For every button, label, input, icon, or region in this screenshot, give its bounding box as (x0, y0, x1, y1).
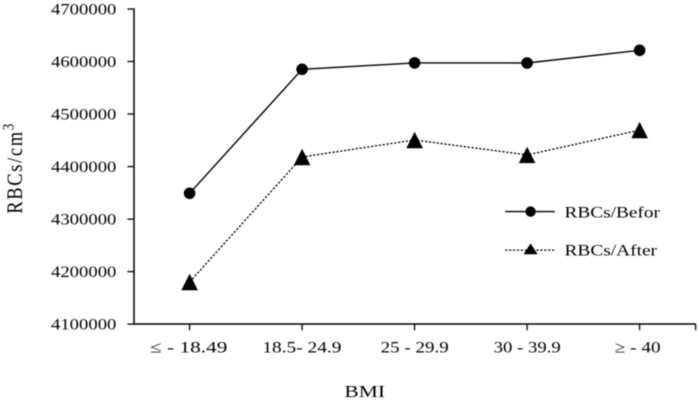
svg-text:4200000: 4200000 (51, 264, 117, 281)
svg-text:RBCs/Befor: RBCs/Befor (565, 205, 661, 222)
svg-text:RBCs/cm3: RBCs/cm3 (0, 124, 27, 214)
svg-text:≥ - 40: ≥ - 40 (615, 340, 661, 357)
svg-text:RBCs/After: RBCs/After (565, 242, 658, 259)
svg-text:4400000: 4400000 (51, 159, 117, 176)
svg-text:4100000: 4100000 (51, 316, 117, 333)
svg-text:25 - 29.9: 25 - 29.9 (381, 340, 449, 357)
svg-text:18.5- 24.9: 18.5- 24.9 (262, 340, 341, 357)
svg-text:30 - 39.9: 30 - 39.9 (494, 340, 561, 357)
svg-text:4700000: 4700000 (51, 1, 117, 18)
svg-text:BMI: BMI (344, 382, 385, 401)
svg-text:4300000: 4300000 (51, 211, 117, 228)
svg-text:≤ - 18.49: ≤ - 18.49 (150, 340, 227, 357)
svg-text:4600000: 4600000 (51, 54, 117, 71)
svg-text:4500000: 4500000 (51, 106, 117, 123)
